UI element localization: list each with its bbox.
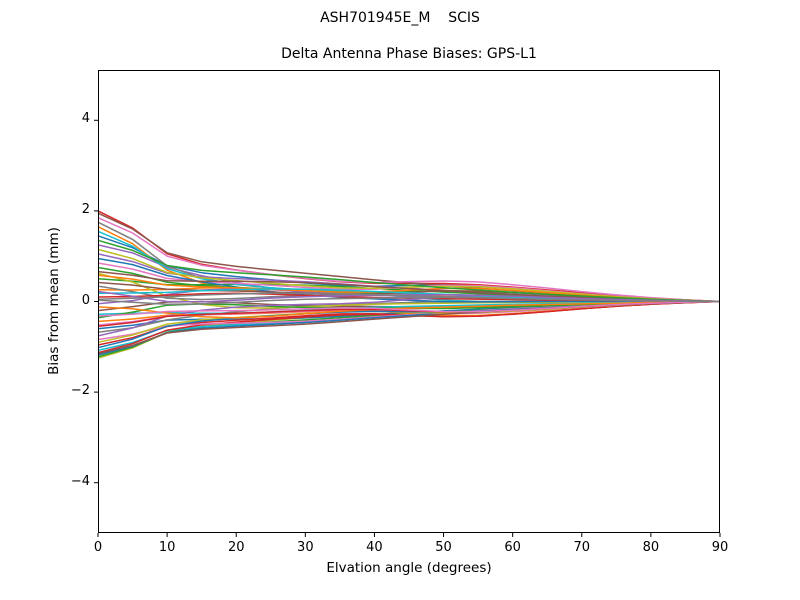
line-chart: [94, 70, 721, 537]
y-tick-label: 4: [81, 111, 90, 127]
axes-frame: [98, 70, 720, 533]
y-tick-label: 0: [81, 292, 90, 308]
figure-suptitle: ASH701945E_M SCIS: [320, 10, 480, 26]
y-tick-label: −2: [70, 383, 90, 399]
series-line: [97, 292, 721, 303]
series-line: [97, 290, 721, 303]
axes-title: Delta Antenna Phase Biases: GPS-L1: [281, 46, 537, 62]
x-tick-label: 70: [573, 540, 591, 555]
series-line: [97, 248, 721, 303]
x-tick-label: 20: [227, 540, 245, 555]
x-tick-label: 40: [366, 540, 383, 555]
x-tick-label: 50: [435, 540, 452, 555]
x-tick-label: 10: [158, 540, 176, 555]
y-axis-label: Bias from mean (mm): [46, 227, 62, 375]
x-tick-label: 30: [297, 540, 314, 555]
series-line: [97, 300, 721, 354]
x-tick-label: 80: [642, 540, 660, 555]
x-tick-label: 90: [711, 540, 729, 555]
plot-area: [94, 70, 721, 537]
x-tick-label: 0: [93, 540, 103, 555]
x-tick-label: 60: [504, 540, 521, 555]
x-axis-label: Elvation angle (degrees): [326, 560, 492, 576]
series-line: [97, 300, 721, 319]
series-line: [97, 300, 721, 317]
y-tick-label: 2: [81, 201, 90, 217]
series-line: [97, 239, 721, 303]
series-line: [97, 217, 721, 303]
y-tick-label: −4: [70, 473, 90, 489]
